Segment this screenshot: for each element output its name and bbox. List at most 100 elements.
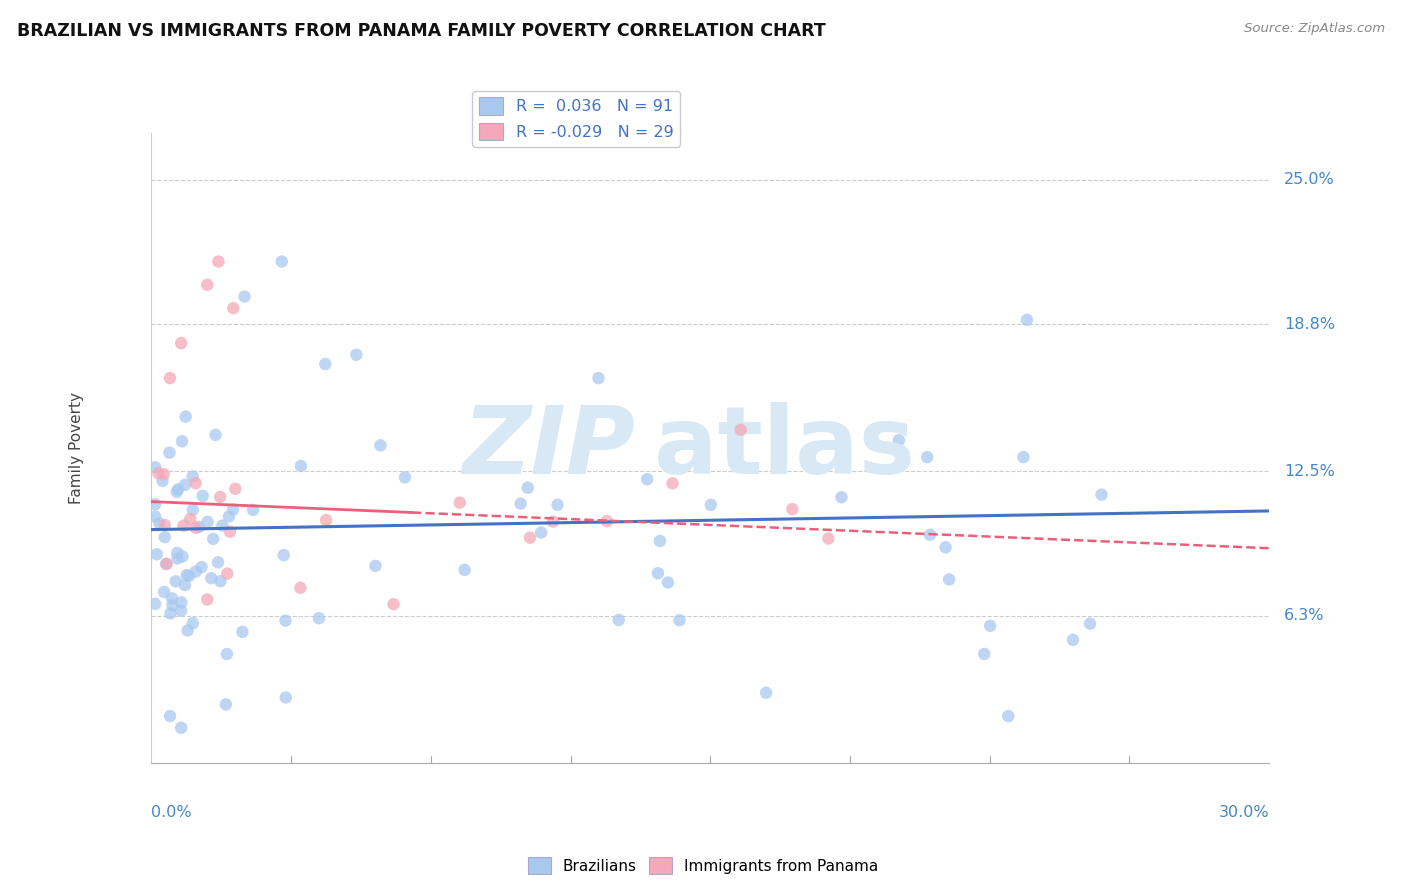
Point <box>170 434 193 449</box>
Point <box>181 503 204 517</box>
Point <box>1012 450 1035 464</box>
Point <box>153 585 176 599</box>
Text: Family Poverty: Family Poverty <box>69 392 84 504</box>
Point <box>165 574 187 589</box>
Point <box>204 428 226 442</box>
Point <box>159 607 181 621</box>
Point <box>519 531 541 545</box>
Point <box>1062 632 1084 647</box>
Point <box>233 289 256 303</box>
Point <box>176 568 198 582</box>
Point <box>152 474 174 488</box>
Text: ZIP: ZIP <box>463 402 636 494</box>
Text: 30.0%: 30.0% <box>1219 805 1270 820</box>
Point <box>973 647 995 661</box>
Point <box>648 534 671 549</box>
Point <box>160 591 183 606</box>
Point <box>588 371 610 385</box>
Point <box>146 547 169 561</box>
Text: 25.0%: 25.0% <box>1284 172 1334 187</box>
Point <box>195 277 218 292</box>
Point <box>270 254 292 268</box>
Point <box>231 624 253 639</box>
Point <box>218 509 240 524</box>
Point <box>177 569 200 583</box>
Point <box>215 698 238 712</box>
Point <box>184 476 207 491</box>
Point <box>782 502 804 516</box>
Point <box>159 371 181 385</box>
Point <box>273 548 295 562</box>
Point <box>274 614 297 628</box>
Point <box>173 518 195 533</box>
Point <box>997 709 1019 723</box>
Point <box>152 467 174 482</box>
Point <box>148 466 170 480</box>
Point <box>817 532 839 546</box>
Point <box>153 517 176 532</box>
Text: 18.8%: 18.8% <box>1284 317 1336 332</box>
Point <box>181 615 204 630</box>
Point <box>170 595 193 609</box>
Point <box>222 301 245 315</box>
Text: 6.3%: 6.3% <box>1284 608 1324 624</box>
Point <box>155 557 177 571</box>
Point <box>290 581 312 595</box>
Point <box>700 498 723 512</box>
Point <box>184 565 207 579</box>
Point <box>979 619 1001 633</box>
Point <box>382 597 405 611</box>
Point <box>209 490 232 504</box>
Point <box>217 566 239 581</box>
Point <box>918 527 941 541</box>
Point <box>887 434 910 448</box>
Point <box>167 483 190 497</box>
Legend: R =  0.036   N = 91, R = -0.029   N = 29: R = 0.036 N = 91, R = -0.029 N = 29 <box>472 91 679 146</box>
Point <box>143 460 166 475</box>
Point <box>636 472 658 486</box>
Point <box>209 574 232 589</box>
Point <box>370 438 392 452</box>
Point <box>148 516 170 531</box>
Point <box>174 409 197 424</box>
Text: Source: ZipAtlas.com: Source: ZipAtlas.com <box>1244 22 1385 36</box>
Point <box>159 709 181 723</box>
Point <box>166 551 188 566</box>
Point <box>453 563 475 577</box>
Point <box>222 502 245 516</box>
Point <box>915 450 938 465</box>
Point <box>938 573 960 587</box>
Point <box>1078 616 1101 631</box>
Point <box>935 541 957 555</box>
Point <box>170 721 193 735</box>
Point <box>202 532 225 546</box>
Point <box>449 495 471 509</box>
Text: 12.5%: 12.5% <box>1284 464 1334 479</box>
Point <box>207 555 229 569</box>
Point <box>274 690 297 705</box>
Point <box>187 520 209 534</box>
Point <box>190 560 212 574</box>
Point <box>181 469 204 483</box>
Point <box>170 604 193 618</box>
Point <box>394 470 416 484</box>
Point <box>211 518 233 533</box>
Point <box>215 647 238 661</box>
Point <box>516 481 538 495</box>
Point <box>153 530 176 544</box>
Point <box>191 489 214 503</box>
Point <box>596 514 619 528</box>
Point <box>314 357 336 371</box>
Point <box>730 423 752 437</box>
Point <box>308 611 330 625</box>
Point <box>242 503 264 517</box>
Point <box>755 686 778 700</box>
Point <box>509 497 531 511</box>
Point <box>143 497 166 511</box>
Point <box>661 476 683 491</box>
Point <box>364 558 387 573</box>
Point <box>197 515 219 529</box>
Point <box>143 509 166 524</box>
Text: atlas: atlas <box>654 402 915 494</box>
Point <box>170 336 193 351</box>
